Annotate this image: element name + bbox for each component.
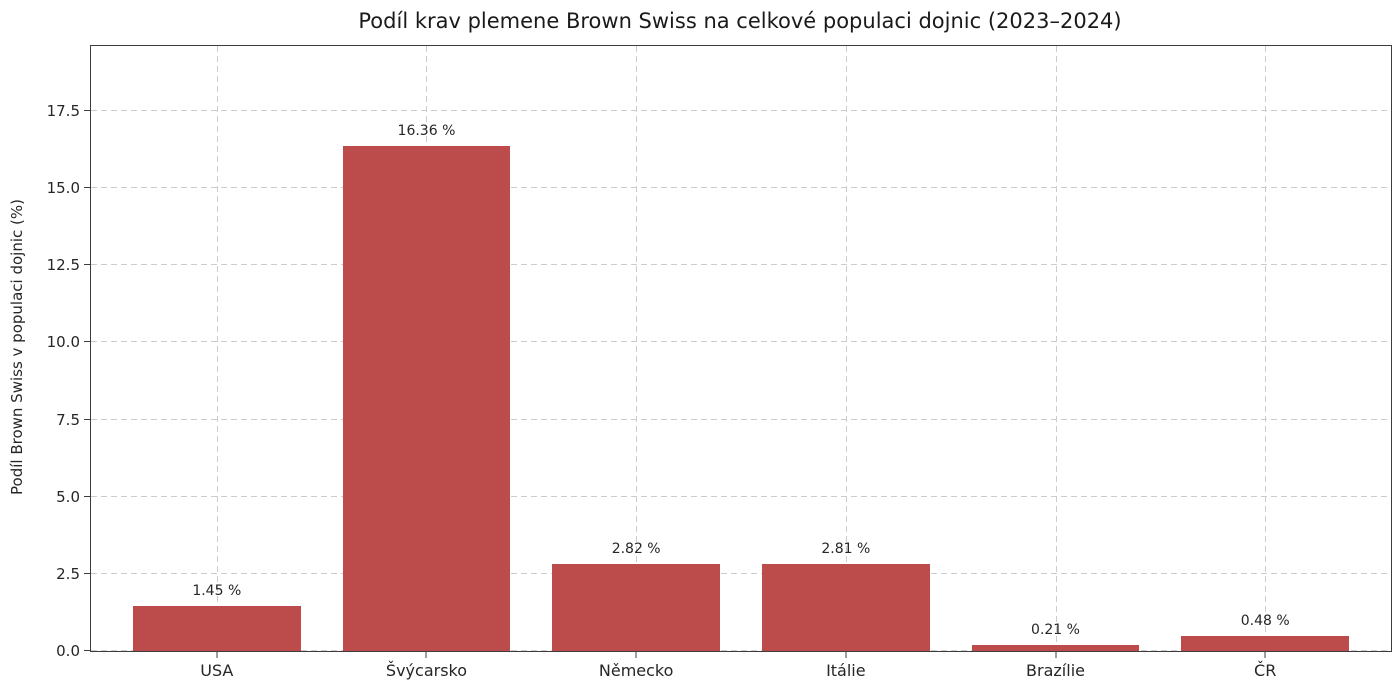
y-tick-mark (84, 109, 90, 111)
x-tick-mark (635, 652, 637, 658)
y-tick-mark (84, 572, 90, 574)
x-tick-label: Itálie (826, 661, 866, 680)
chart-title: Podíl krav plemene Brown Swiss na celkov… (358, 9, 1122, 33)
v-gridline (845, 46, 847, 651)
bar (552, 563, 721, 651)
x-tick-label: Švýcarsko (385, 661, 468, 680)
h-gridline (91, 341, 1391, 343)
h-gridline (91, 418, 1391, 420)
v-gridline (636, 46, 638, 651)
bar-value-label: 2.82 % (611, 540, 661, 557)
y-tick-mark (84, 495, 90, 497)
y-tick-mark (84, 341, 90, 343)
bar (971, 644, 1140, 651)
h-gridline (91, 187, 1391, 188)
y-tick-label: 2.5 (56, 564, 80, 583)
y-tick-label: 0.0 (56, 642, 80, 660)
x-tick-label: USA (200, 661, 234, 680)
bar (761, 564, 930, 651)
plot-area: 0.0 2.5 5.0 7.5 10.0 12.5 15.0 17.5 1.45 % USA 16.… (47, 45, 1392, 680)
x-tick-mark (425, 652, 427, 658)
y-tick-label: 7.5 (56, 410, 80, 429)
bar (1181, 636, 1350, 651)
y-tick-mark (84, 264, 90, 266)
x-tick-label: Brazílie (1026, 661, 1085, 680)
bar-value-label: 16.36 % (397, 123, 456, 140)
h-gridline (91, 109, 1391, 111)
y-tick-mark (84, 650, 90, 651)
h-gridline (91, 495, 1391, 497)
h-gridline (91, 264, 1391, 266)
x-tick-mark (845, 652, 847, 658)
y-tick-mark (84, 187, 90, 188)
v-gridline (1265, 46, 1267, 651)
bar (132, 606, 301, 651)
x-tick-label: Německo (598, 661, 674, 680)
x-tick-label: ČR (1254, 661, 1277, 680)
y-tick-label: 15.0 (46, 179, 80, 197)
y-axis-label: Podíl Brown Swiss v populaci dojnic (%) (8, 199, 26, 495)
y-tick-label: 10.0 (46, 333, 80, 352)
x-tick-mark (1264, 652, 1266, 658)
v-gridline (1055, 46, 1057, 651)
x-tick-mark (216, 652, 218, 658)
bar-value-label: 0.48 % (1240, 613, 1290, 630)
bar (342, 146, 511, 651)
y-tick-label: 17.5 (46, 101, 80, 120)
bar-value-label: 1.45 % (192, 583, 242, 600)
bar-value-label: 2.81 % (821, 541, 871, 558)
x-tick-mark (1055, 652, 1057, 658)
bar-value-label: 0.21 % (1031, 621, 1080, 638)
y-tick-mark (84, 418, 90, 420)
h-gridline (91, 650, 1391, 651)
h-gridline (91, 572, 1391, 574)
v-gridline (216, 46, 218, 651)
y-tick-label: 5.0 (56, 487, 80, 506)
y-tick-label: 12.5 (46, 256, 80, 275)
